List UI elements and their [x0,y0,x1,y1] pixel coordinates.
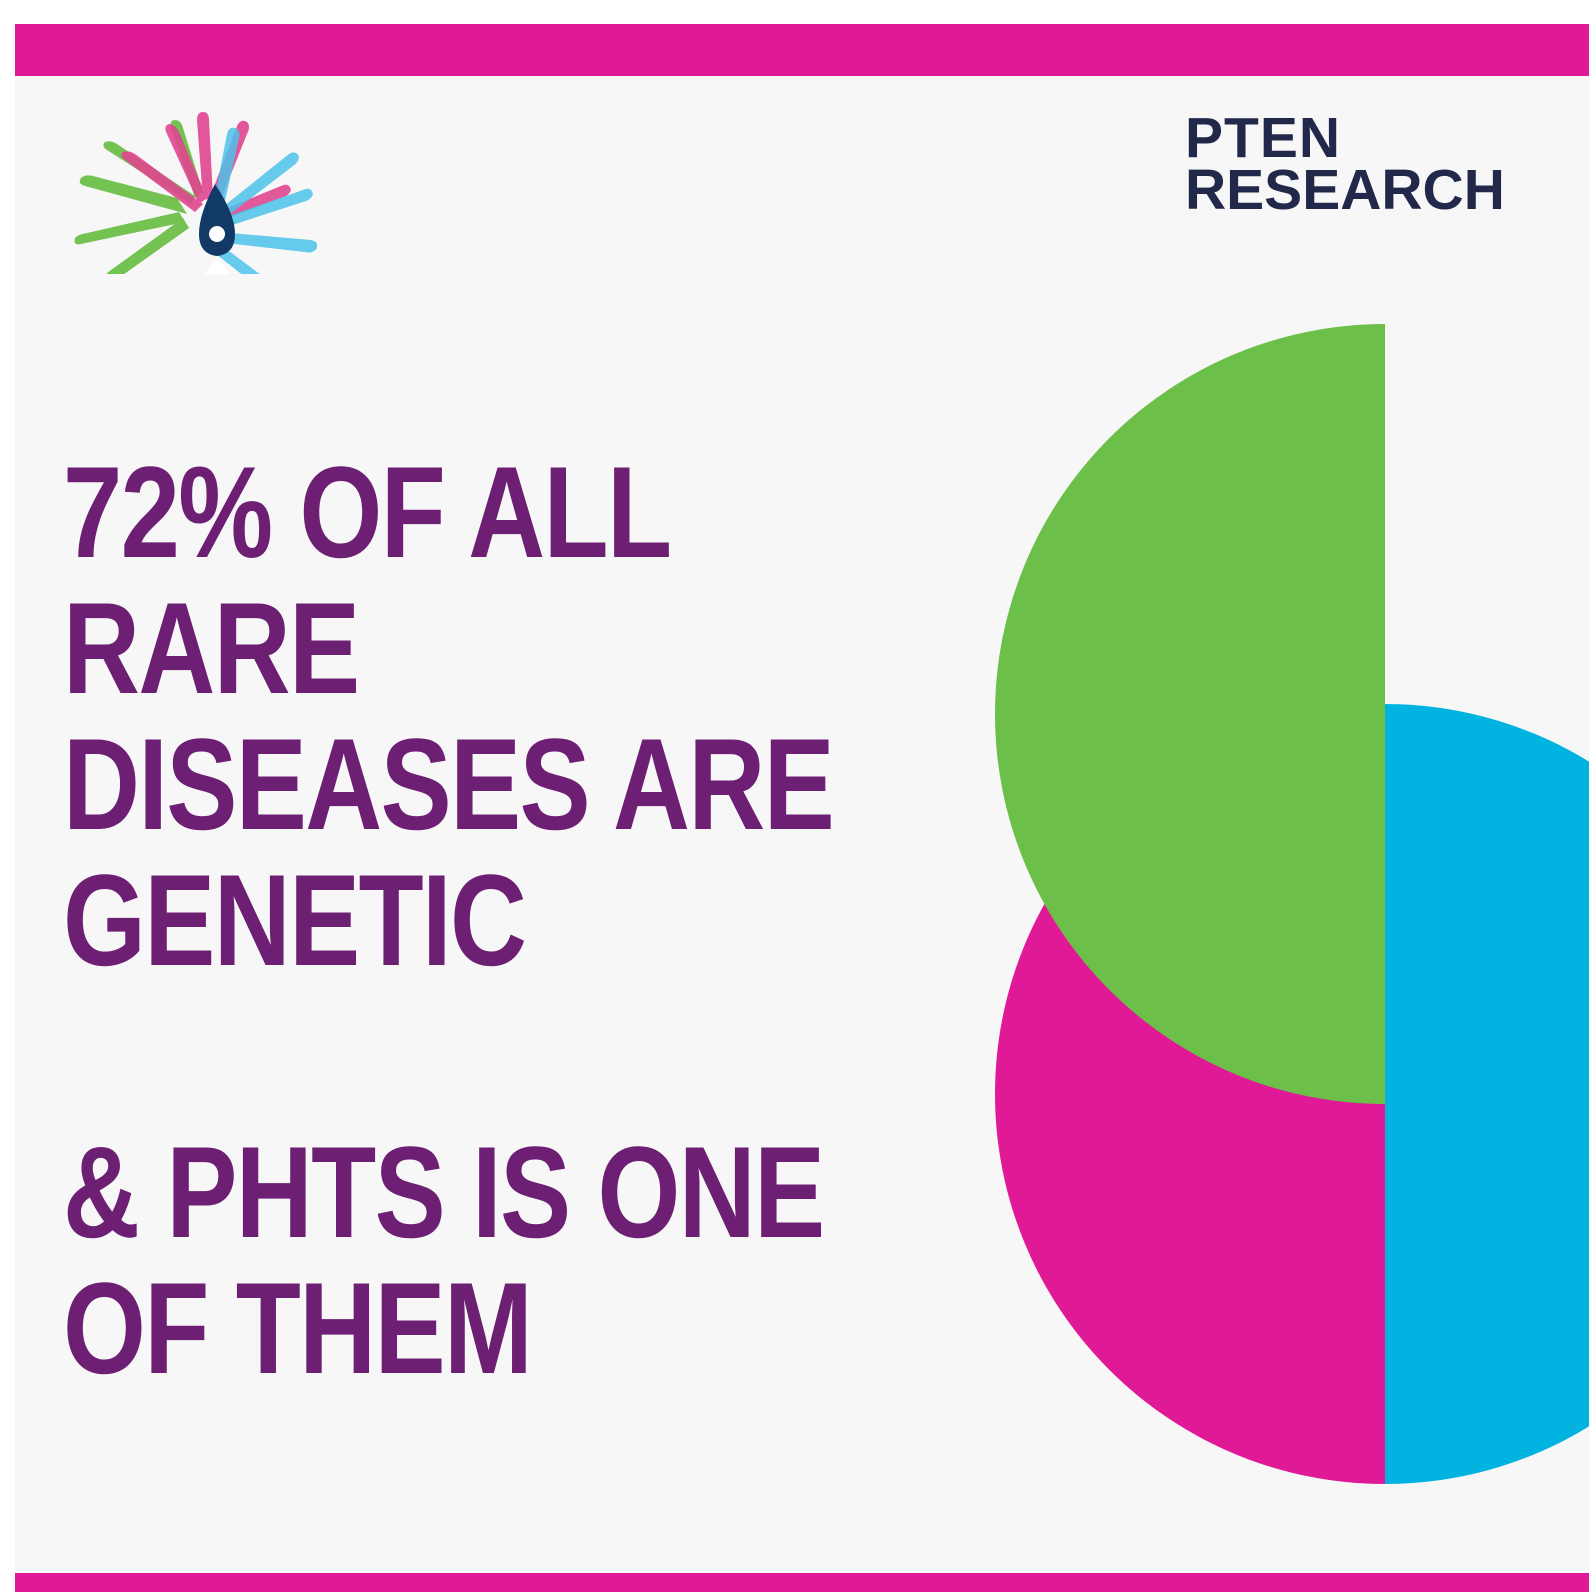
bottom-accent-bar [15,1573,1589,1592]
headline-line-2: RARE [63,575,360,721]
headline-line-3: DISEASES ARE [63,711,835,857]
top-accent-bar [15,24,1589,76]
headline-line-6: OF THEM [63,1255,533,1401]
poster-canvas: PTEN RESEARCH 72% OF ALL RARE DISEASES A… [15,24,1589,1592]
headline-gap [63,988,801,1124]
green-semicircle [995,324,1385,1104]
pten-research-logo: PTEN RESEARCH [1185,106,1545,222]
hands-logo-icon [74,112,317,274]
headline-line-4: GENETIC [63,847,527,993]
blue-semicircle [1385,704,1589,1484]
headline: 72% OF ALL RARE DISEASES ARE GENETIC & P… [63,439,835,1401]
headline-line-1: 72% OF ALL [63,439,672,585]
decorative-circles [995,324,1589,1484]
logo-line-research: RESEARCH [1185,158,1505,222]
logo-line-pten: PTEN [1185,106,1342,170]
headline-line-5: & PHTS IS ONE [63,1119,825,1265]
